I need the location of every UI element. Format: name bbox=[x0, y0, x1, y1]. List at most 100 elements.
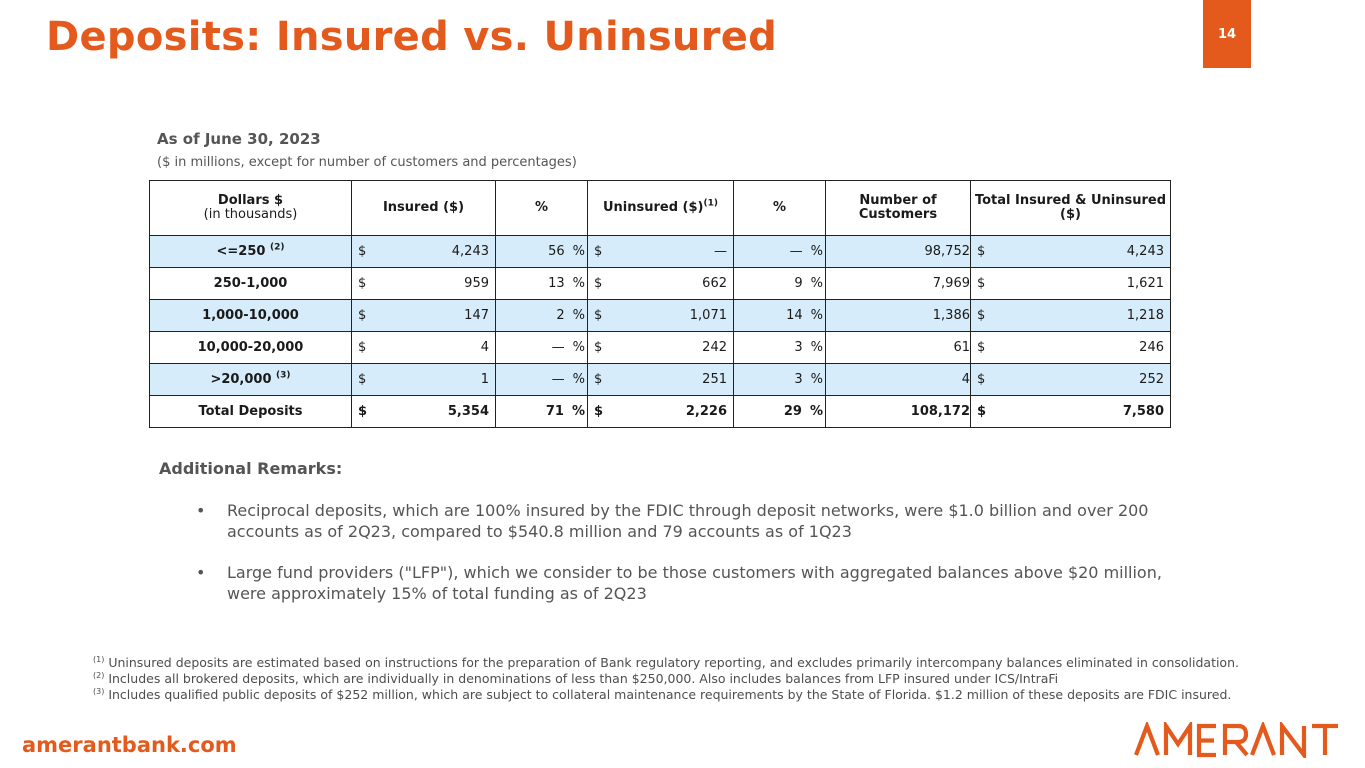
row-label: Total Deposits bbox=[149, 395, 352, 428]
total-cell: $4,243 bbox=[970, 235, 1171, 268]
uninsured-pct-value: 9 bbox=[794, 276, 803, 291]
table-units-note: ($ in millions, except for number of cus… bbox=[157, 155, 577, 170]
header-uninsured-label: Uninsured ($) bbox=[602, 200, 704, 215]
uninsured-pct-cell: 14% bbox=[733, 299, 826, 332]
uninsured-pct-value: 14 bbox=[786, 308, 803, 323]
uninsured-value: 2,226 bbox=[685, 404, 727, 419]
currency-symbol: $ bbox=[977, 308, 986, 323]
table-row: >20,000 (3) $1 —% $251 3% 4 $252 bbox=[149, 363, 1171, 396]
percent-symbol: % bbox=[810, 340, 823, 355]
table-as-of-date: As of June 30, 2023 bbox=[157, 130, 321, 148]
footnote-text: Includes all brokered deposits, which ar… bbox=[108, 671, 1059, 686]
footnote: (1) Uninsured deposits are estimated bas… bbox=[93, 655, 1343, 671]
insured-pct-cell: 56% bbox=[495, 235, 588, 268]
footnote-marker: (1) bbox=[93, 654, 105, 664]
uninsured-cell: $251 bbox=[587, 363, 734, 396]
customers-cell: 108,172 bbox=[825, 395, 971, 428]
percent-symbol: % bbox=[810, 276, 823, 291]
total-value: 246 bbox=[1139, 340, 1164, 355]
currency-symbol: $ bbox=[358, 308, 367, 323]
uninsured-value: — bbox=[714, 244, 727, 259]
customers-cell: 7,969 bbox=[825, 267, 971, 300]
insured-pct-cell: 2% bbox=[495, 299, 588, 332]
footnotes: (1) Uninsured deposits are estimated bas… bbox=[93, 655, 1343, 703]
header-insured-pct: % bbox=[495, 180, 588, 236]
footnote-marker: (3) bbox=[93, 686, 105, 696]
insured-pct-value: — bbox=[551, 372, 565, 387]
uninsured-value: 662 bbox=[702, 276, 727, 291]
uninsured-value: 242 bbox=[702, 340, 727, 355]
bullet-dot-icon: • bbox=[196, 563, 206, 582]
footnote: (2) Includes all brokered deposits, whic… bbox=[93, 671, 1343, 687]
insured-pct-value: 13 bbox=[548, 276, 565, 291]
percent-symbol: % bbox=[571, 404, 585, 419]
header-customers: Number of Customers bbox=[825, 180, 971, 236]
table-row: 10,000-20,000 $4 —% $242 3% 61 $246 bbox=[149, 331, 1171, 364]
currency-symbol: $ bbox=[358, 372, 367, 387]
uninsured-pct-cell: 29% bbox=[733, 395, 826, 428]
currency-symbol: $ bbox=[358, 276, 367, 291]
percent-symbol: % bbox=[572, 372, 585, 387]
footnote-marker: (2) bbox=[93, 670, 105, 680]
insured-value: 147 bbox=[464, 308, 489, 323]
remarks-heading: Additional Remarks: bbox=[159, 459, 343, 478]
table-row: <=250 (2) $4,243 56% $ — —% 98,752 $4,243 bbox=[149, 235, 1171, 268]
uninsured-pct-value: — bbox=[789, 244, 803, 259]
insured-pct-value: 71 bbox=[545, 404, 564, 419]
table-row: 1,000-10,000 $147 2% $1,071 14% 1,386 $1… bbox=[149, 299, 1171, 332]
website-link[interactable]: amerantbank.com bbox=[22, 733, 237, 757]
header-uninsured-pct: % bbox=[733, 180, 826, 236]
uninsured-pct-value: 3 bbox=[794, 372, 803, 387]
insured-cell: $5,354 bbox=[351, 395, 496, 428]
insured-value: 4,243 bbox=[451, 244, 489, 259]
row-footnote: (3) bbox=[276, 370, 291, 381]
row-label-text: >20,000 bbox=[210, 372, 272, 387]
row-label-text: <=250 bbox=[216, 244, 266, 259]
currency-symbol: $ bbox=[594, 404, 604, 419]
remark-text: Reciprocal deposits, which are 100% insu… bbox=[227, 501, 1149, 541]
currency-symbol: $ bbox=[358, 404, 368, 419]
total-value: 1,218 bbox=[1126, 308, 1164, 323]
uninsured-pct-cell: 9% bbox=[733, 267, 826, 300]
uninsured-pct-cell: 3% bbox=[733, 331, 826, 364]
total-cell: $7,580 bbox=[970, 395, 1171, 428]
percent-symbol: % bbox=[810, 308, 823, 323]
insured-pct-cell: 13% bbox=[495, 267, 588, 300]
currency-symbol: $ bbox=[594, 308, 603, 323]
row-label: 10,000-20,000 bbox=[149, 331, 352, 364]
header-dollars-sublabel: (in thousands) bbox=[203, 207, 298, 222]
insured-cell: $4,243 bbox=[351, 235, 496, 268]
table-total-row: Total Deposits $5,354 71% $2,226 29% 108… bbox=[149, 395, 1171, 428]
row-label: 1,000-10,000 bbox=[149, 299, 352, 332]
header-dollars: Dollars $ (in thousands) bbox=[149, 180, 352, 236]
row-label: 250-1,000 bbox=[149, 267, 352, 300]
total-value: 252 bbox=[1139, 372, 1164, 387]
uninsured-cell: $1,071 bbox=[587, 299, 734, 332]
currency-symbol: $ bbox=[594, 372, 603, 387]
uninsured-value: 251 bbox=[702, 372, 727, 387]
percent-symbol: % bbox=[810, 244, 823, 259]
percent-symbol: % bbox=[572, 244, 585, 259]
total-value: 1,621 bbox=[1126, 276, 1164, 291]
header-insured: Insured ($) bbox=[351, 180, 496, 236]
footnote: (3) Includes qualified public deposits o… bbox=[93, 687, 1343, 703]
header-uninsured: Uninsured ($)(1) bbox=[587, 180, 734, 236]
uninsured-cell: $2,226 bbox=[587, 395, 734, 428]
table-row: 250-1,000 $959 13% $662 9% 7,969 $1,621 bbox=[149, 267, 1171, 300]
deposits-table: Dollars $ (in thousands) Insured ($) % U… bbox=[149, 180, 1171, 428]
row-label: <=250 (2) bbox=[149, 235, 352, 268]
insured-value: 959 bbox=[464, 276, 489, 291]
currency-symbol: $ bbox=[594, 244, 603, 259]
insured-cell: $1 bbox=[351, 363, 496, 396]
total-value: 4,243 bbox=[1126, 244, 1164, 259]
currency-symbol: $ bbox=[358, 244, 367, 259]
total-cell: $246 bbox=[970, 331, 1171, 364]
percent-symbol: % bbox=[572, 308, 585, 323]
row-footnote: (2) bbox=[269, 242, 285, 253]
header-total: Total Insured & Uninsured ($) bbox=[970, 180, 1171, 236]
total-cell: $1,218 bbox=[970, 299, 1171, 332]
page-number-badge: 14 bbox=[1203, 0, 1251, 68]
uninsured-pct-cell: —% bbox=[733, 235, 826, 268]
currency-symbol: $ bbox=[594, 340, 603, 355]
customers-cell: 61 bbox=[825, 331, 971, 364]
